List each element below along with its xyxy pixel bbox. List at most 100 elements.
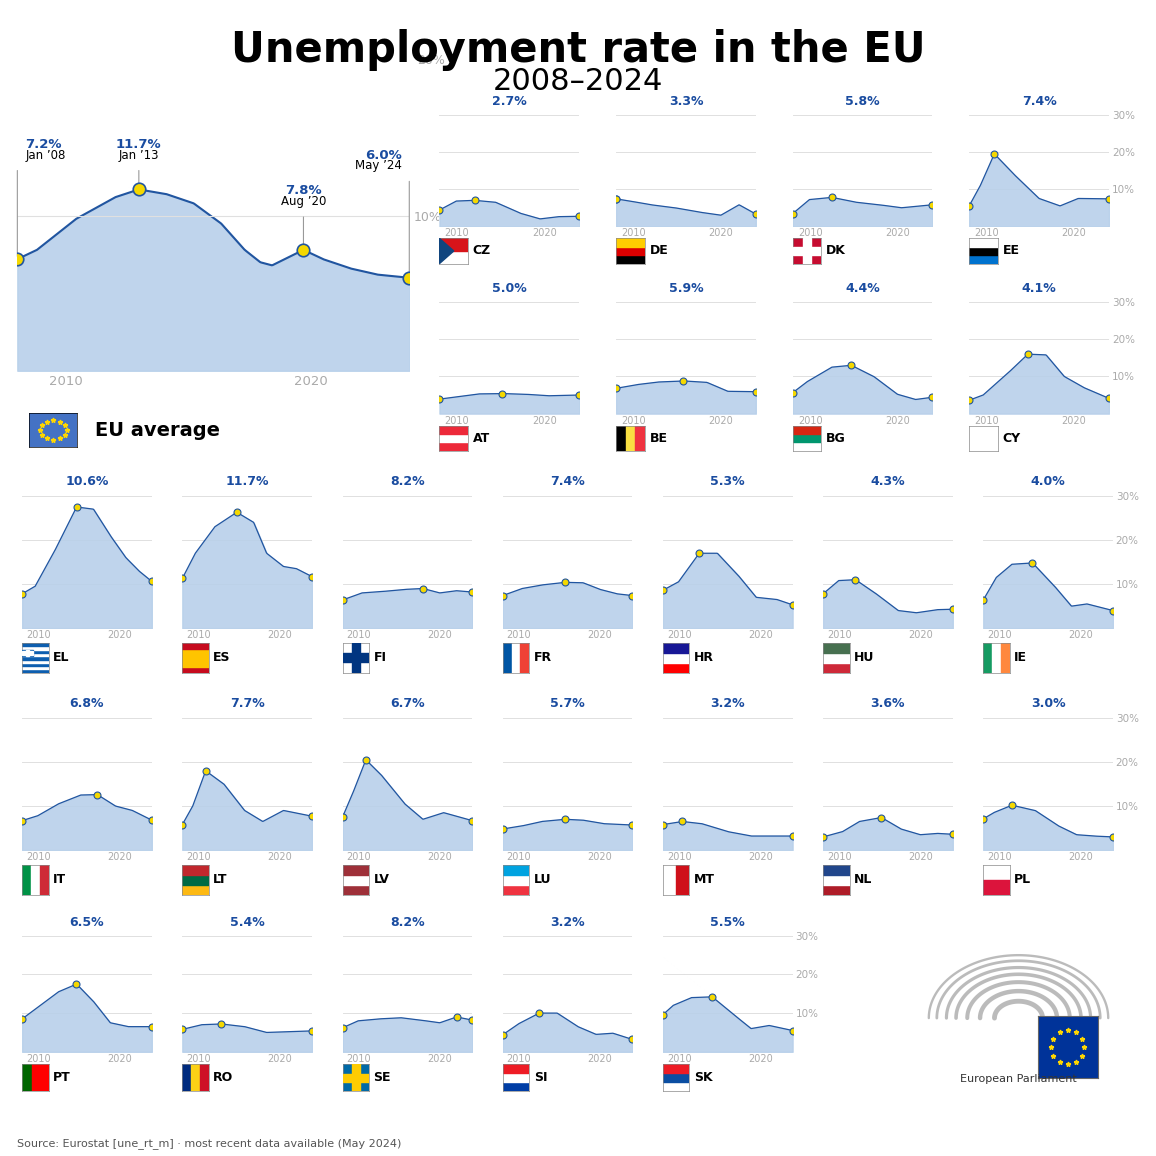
Text: 6.8%: 6.8% [69, 697, 104, 710]
Text: LT: LT [214, 873, 228, 887]
Text: 8.2%: 8.2% [390, 475, 424, 488]
Text: PL: PL [1014, 873, 1031, 887]
Text: 10.6%: 10.6% [65, 475, 109, 488]
Bar [793, 425, 821, 434]
Text: Aug ’20: Aug ’20 [281, 195, 326, 208]
Text: 3.2%: 3.2% [711, 697, 746, 710]
Text: 5.0%: 5.0% [492, 282, 527, 296]
Bar [503, 1065, 529, 1073]
Text: SE: SE [373, 1072, 391, 1084]
Text: 11.7%: 11.7% [116, 138, 162, 150]
Bar [22, 651, 32, 654]
Bar [969, 246, 998, 255]
Text: BG: BG [827, 431, 846, 445]
Bar [183, 884, 209, 895]
Bar [793, 443, 821, 451]
Text: HU: HU [854, 651, 874, 665]
Text: 3.0%: 3.0% [1031, 697, 1066, 710]
Text: RO: RO [214, 1072, 234, 1084]
Bar [22, 650, 49, 653]
Text: 11.7%: 11.7% [225, 475, 269, 488]
Bar [503, 865, 529, 875]
Bar [662, 643, 689, 653]
Text: DE: DE [650, 244, 668, 258]
Bar [512, 643, 520, 673]
Text: EE: EE [1002, 244, 1020, 258]
Text: IT: IT [53, 873, 66, 887]
Bar [802, 238, 812, 264]
Text: 3.6%: 3.6% [870, 697, 905, 710]
Text: EU average: EU average [95, 421, 220, 439]
Bar [191, 1065, 200, 1091]
Bar [823, 653, 850, 662]
Bar [22, 646, 49, 650]
Text: FR: FR [534, 651, 551, 665]
Bar [1001, 643, 1010, 673]
Bar [39, 865, 49, 895]
Text: SI: SI [534, 1072, 547, 1084]
Text: Unemployment rate in the EU: Unemployment rate in the EU [231, 29, 925, 71]
Text: 3.3%: 3.3% [668, 95, 703, 109]
Bar [616, 246, 645, 255]
Text: Source: Eurostat [une_rt_m] · most recent data available (May 2024): Source: Eurostat [une_rt_m] · most recen… [17, 1139, 402, 1149]
Text: 3.2%: 3.2% [550, 916, 585, 928]
Bar [616, 425, 625, 451]
Text: ES: ES [214, 651, 231, 665]
Text: 7.8%: 7.8% [286, 184, 321, 198]
Bar [22, 1065, 32, 1091]
Bar [22, 650, 32, 657]
Bar [662, 653, 689, 662]
Text: Jan ’13: Jan ’13 [119, 148, 160, 162]
Text: 5.8%: 5.8% [845, 95, 880, 109]
Bar [183, 643, 209, 649]
Bar [439, 434, 468, 443]
Text: 7.7%: 7.7% [230, 697, 265, 710]
Text: MT: MT [694, 873, 714, 887]
Text: DK: DK [827, 244, 846, 258]
Bar [823, 884, 850, 895]
Bar [342, 1074, 369, 1082]
Text: 5.4%: 5.4% [230, 916, 265, 928]
Bar [823, 875, 850, 884]
Text: 4.1%: 4.1% [1022, 282, 1057, 296]
Bar [183, 667, 209, 673]
Polygon shape [439, 238, 454, 264]
Bar [992, 643, 1001, 673]
Text: IE: IE [1014, 651, 1028, 665]
Bar [22, 653, 49, 657]
Bar [22, 660, 49, 662]
Bar [793, 434, 821, 443]
Bar [520, 643, 529, 673]
Text: Jan ’08: Jan ’08 [25, 148, 66, 162]
Bar [183, 1065, 191, 1091]
Bar [969, 255, 998, 264]
Bar [22, 657, 49, 660]
Text: NL: NL [854, 873, 873, 887]
Bar [793, 247, 821, 254]
Text: 6.0%: 6.0% [364, 148, 401, 162]
Bar [351, 643, 360, 673]
Bar [200, 1065, 209, 1091]
Bar [823, 643, 850, 653]
Bar [503, 643, 512, 673]
Bar [439, 425, 468, 434]
Bar [183, 649, 209, 667]
Bar [662, 865, 676, 895]
Bar [342, 865, 369, 875]
Text: 6.5%: 6.5% [69, 916, 104, 928]
Bar [823, 865, 850, 875]
Text: LV: LV [373, 873, 390, 887]
Bar [22, 865, 31, 895]
Text: HR: HR [694, 651, 714, 665]
Text: 5.5%: 5.5% [711, 916, 746, 928]
Text: 5.9%: 5.9% [668, 282, 703, 296]
Text: SK: SK [694, 1072, 712, 1084]
Bar [183, 865, 209, 875]
Text: CY: CY [1002, 431, 1021, 445]
Text: 8.2%: 8.2% [390, 916, 424, 928]
Text: 20%: 20% [417, 54, 445, 67]
Bar [22, 669, 49, 673]
Bar [342, 653, 369, 662]
Text: LU: LU [534, 873, 551, 887]
Bar [662, 1082, 689, 1091]
